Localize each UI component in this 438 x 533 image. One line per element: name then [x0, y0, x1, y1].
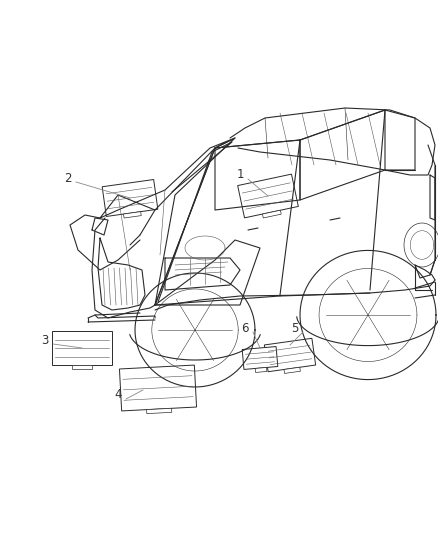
Bar — [242, 346, 278, 369]
Bar — [265, 338, 316, 372]
Text: 2: 2 — [64, 172, 72, 184]
Bar — [147, 408, 172, 414]
Text: 6: 6 — [241, 321, 249, 335]
Text: 5: 5 — [291, 321, 299, 335]
Text: 1: 1 — [236, 168, 244, 182]
Bar — [284, 367, 300, 374]
Bar — [120, 365, 197, 411]
Bar — [238, 174, 298, 218]
Bar — [124, 212, 141, 218]
Text: 3: 3 — [41, 334, 49, 346]
Text: 4: 4 — [114, 389, 122, 401]
Bar — [255, 367, 267, 373]
Bar — [262, 210, 281, 218]
Bar — [52, 331, 112, 365]
Bar — [72, 365, 92, 369]
Bar — [102, 180, 158, 216]
